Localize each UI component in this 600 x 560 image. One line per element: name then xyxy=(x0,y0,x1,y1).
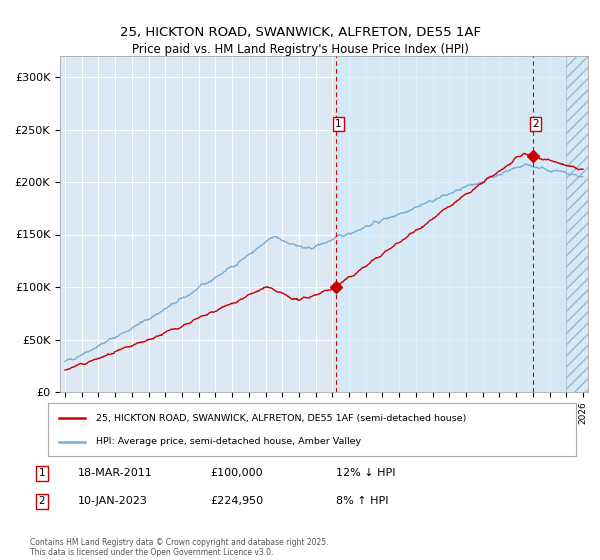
Text: 12% ↓ HPI: 12% ↓ HPI xyxy=(336,468,395,478)
Bar xyxy=(566,56,588,392)
Text: 10-JAN-2023: 10-JAN-2023 xyxy=(78,496,148,506)
Text: 2: 2 xyxy=(38,496,46,506)
Text: Price paid vs. HM Land Registry's House Price Index (HPI): Price paid vs. HM Land Registry's House … xyxy=(131,43,469,56)
Text: HPI: Average price, semi-detached house, Amber Valley: HPI: Average price, semi-detached house,… xyxy=(95,437,361,446)
Text: 2: 2 xyxy=(533,119,539,129)
Text: £224,950: £224,950 xyxy=(210,496,263,506)
Bar xyxy=(566,56,588,392)
Text: 1: 1 xyxy=(38,468,46,478)
Text: £100,000: £100,000 xyxy=(210,468,263,478)
Text: 8% ↑ HPI: 8% ↑ HPI xyxy=(336,496,389,506)
Text: 25, HICKTON ROAD, SWANWICK, ALFRETON, DE55 1AF: 25, HICKTON ROAD, SWANWICK, ALFRETON, DE… xyxy=(119,26,481,39)
Text: 18-MAR-2011: 18-MAR-2011 xyxy=(78,468,153,478)
Bar xyxy=(336,56,588,392)
Text: 1: 1 xyxy=(335,119,341,129)
Text: 25, HICKTON ROAD, SWANWICK, ALFRETON, DE55 1AF (semi-detached house): 25, HICKTON ROAD, SWANWICK, ALFRETON, DE… xyxy=(95,414,466,423)
Text: Contains HM Land Registry data © Crown copyright and database right 2025.
This d: Contains HM Land Registry data © Crown c… xyxy=(30,538,329,557)
